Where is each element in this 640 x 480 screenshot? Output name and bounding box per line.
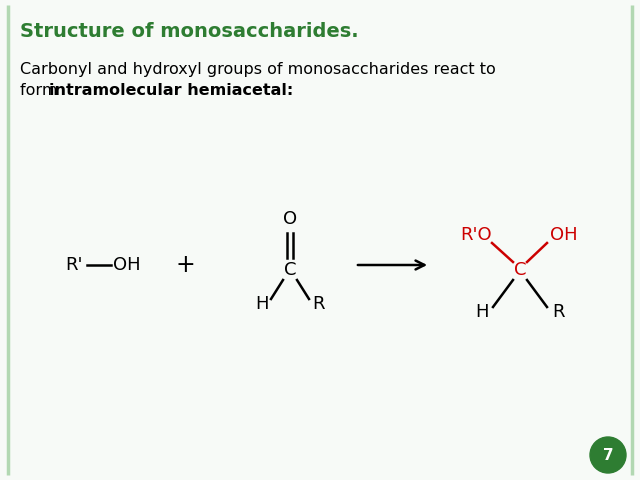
Text: +: + <box>175 253 195 277</box>
Text: form: form <box>20 83 63 98</box>
Text: OH: OH <box>550 226 578 244</box>
Text: 7: 7 <box>603 447 613 463</box>
Text: Carbonyl and hydroxyl groups of monosaccharides react to: Carbonyl and hydroxyl groups of monosacc… <box>20 62 496 77</box>
Text: H: H <box>476 303 489 321</box>
Text: OH: OH <box>113 256 141 274</box>
Text: R: R <box>552 303 564 321</box>
Text: R: R <box>312 295 324 313</box>
Text: H: H <box>255 295 269 313</box>
Text: intramolecular hemiacetal:: intramolecular hemiacetal: <box>49 83 293 98</box>
Circle shape <box>590 437 626 473</box>
Text: C: C <box>284 261 296 279</box>
Text: R'O: R'O <box>460 226 492 244</box>
Text: O: O <box>283 210 297 228</box>
Text: Structure of monosaccharides.: Structure of monosaccharides. <box>20 22 358 41</box>
Text: R': R' <box>65 256 83 274</box>
Text: C: C <box>514 261 526 279</box>
